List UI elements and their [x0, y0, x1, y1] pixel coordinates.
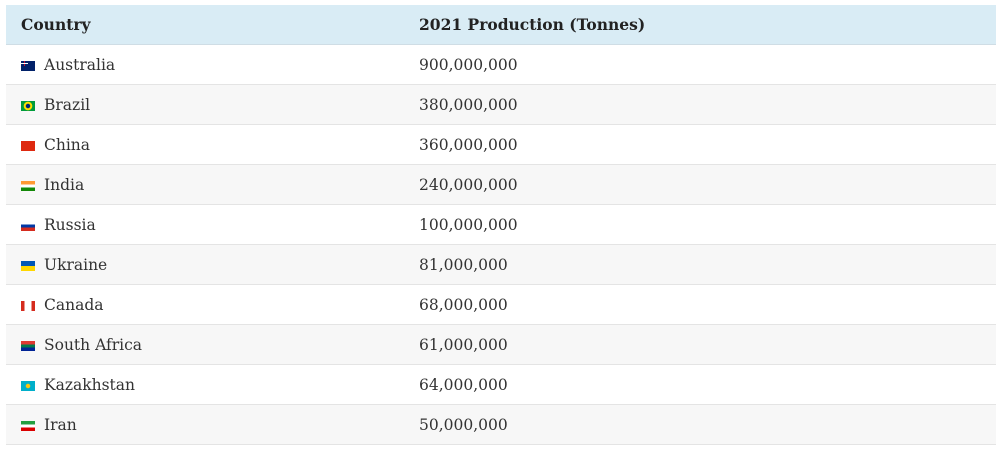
production-cell: 100,000,000 [419, 204, 996, 245]
country-cell: Australia [6, 44, 419, 85]
australia-flag-icon [21, 60, 35, 71]
country-name: India [44, 175, 85, 194]
table-row: Canada 68,000,000 [6, 284, 996, 325]
country-name: Kazakhstan [44, 375, 136, 394]
country-cell: India [6, 164, 419, 205]
country-cell: Iran [6, 404, 419, 445]
table-row: Ukraine 81,000,000 [6, 244, 996, 285]
table-row: Iran 50,000,000 [6, 404, 996, 445]
production-cell: 61,000,000 [419, 324, 996, 365]
header-row: Country 2021 Production (Tonnes) [6, 5, 996, 45]
country-cell: China [6, 124, 419, 165]
table-row: Brazil 380,000,000 [6, 84, 996, 125]
ukraine-flag-icon [21, 260, 35, 271]
production-cell: 64,000,000 [419, 364, 996, 405]
country-cell: Ukraine [6, 244, 419, 285]
production-cell: 68,000,000 [419, 284, 996, 325]
production-cell: 81,000,000 [419, 244, 996, 285]
table-row: Russia 100,000,000 [6, 204, 996, 245]
brazil-flag-icon [21, 100, 35, 111]
production-cell: 360,000,000 [419, 124, 996, 165]
canada-flag-icon [21, 300, 35, 311]
kazakhstan-flag-icon [21, 380, 35, 391]
production-cell: 380,000,000 [419, 84, 996, 125]
table-row: Australia 900,000,000 [6, 44, 996, 85]
header-country: Country [6, 5, 419, 45]
country-name: South Africa [44, 335, 143, 354]
india-flag-icon [21, 180, 35, 191]
iran-flag-icon [21, 420, 35, 431]
production-cell: 900,000,000 [419, 44, 996, 85]
country-cell: South Africa [6, 324, 419, 365]
production-cell: 240,000,000 [419, 164, 996, 205]
production-table: Country 2021 Production (Tonnes) Austral… [6, 5, 996, 445]
country-cell: Brazil [6, 84, 419, 125]
russia-flag-icon [21, 220, 35, 231]
south-africa-flag-icon [21, 340, 35, 351]
country-name: Brazil [44, 95, 91, 114]
country-name: Canada [44, 295, 104, 314]
country-name: Iran [44, 415, 77, 434]
country-name: China [44, 135, 91, 154]
country-cell: Russia [6, 204, 419, 245]
country-name: Australia [44, 55, 116, 74]
header-production: 2021 Production (Tonnes) [419, 5, 996, 45]
table-row: Kazakhstan 64,000,000 [6, 364, 996, 405]
table-row: China 360,000,000 [6, 124, 996, 165]
country-cell: Kazakhstan [6, 364, 419, 405]
china-flag-icon [21, 140, 35, 151]
country-cell: Canada [6, 284, 419, 325]
production-cell: 50,000,000 [419, 404, 996, 445]
country-name: Ukraine [44, 255, 108, 274]
table-row: India 240,000,000 [6, 164, 996, 205]
country-name: Russia [44, 215, 96, 234]
table-row: South Africa 61,000,000 [6, 324, 996, 365]
